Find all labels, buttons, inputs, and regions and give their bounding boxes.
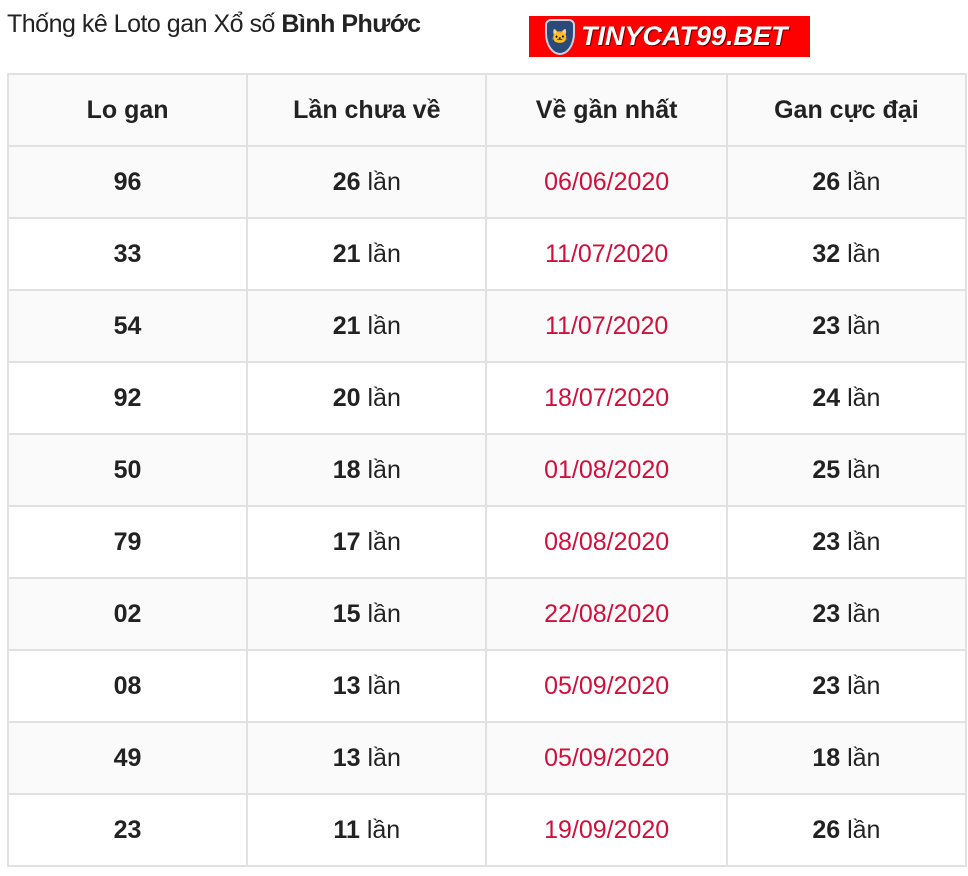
cell-ve-gan-nhat: 11/07/2020 [485, 217, 728, 291]
cell-lo: 96 [6, 145, 249, 219]
cell-ve-gan-nhat: 05/09/2020 [485, 649, 728, 723]
cell-gan-cuc-dai: 23 lần [725, 505, 968, 579]
cell-ve-gan-nhat: 22/08/2020 [485, 577, 728, 651]
table-row: 08 13 lần 05/09/2020 23 lần [6, 649, 968, 723]
table-row: 49 13 lần 05/09/2020 18 lần [6, 721, 968, 795]
cell-lo: 33 [6, 217, 249, 291]
title-province: Bình Phước [281, 10, 421, 38]
header-lo-gan: Lo gan [6, 73, 249, 147]
cell-lan-chua-ve: 11 lần [246, 793, 488, 867]
cell-lan-chua-ve: 15 lần [246, 577, 488, 651]
cell-lan-chua-ve: 13 lần [246, 649, 488, 723]
cell-lan-chua-ve: 17 lần [246, 505, 488, 579]
table-row: 23 11 lần 19/09/2020 26 lần [6, 793, 968, 867]
table-row: 02 15 lần 22/08/2020 23 lần [6, 577, 968, 651]
tinycat-logo-banner[interactable]: 🐱 TINYCAT99.BET [529, 16, 810, 57]
cell-ve-gan-nhat: 01/08/2020 [485, 433, 728, 507]
table-row: 50 18 lần 01/08/2020 25 lần [6, 433, 968, 507]
cat-shield-icon: 🐱 [545, 18, 575, 55]
cell-gan-cuc-dai: 23 lần [725, 577, 968, 651]
table-row: 79 17 lần 08/08/2020 23 lần [6, 505, 968, 579]
cell-lan-chua-ve: 18 lần [246, 433, 488, 507]
cell-ve-gan-nhat: 05/09/2020 [485, 721, 728, 795]
loto-gan-table: Lo gan Lần chưa về Về gần nhất Gan cực đ… [6, 73, 968, 867]
header-lan-chua-ve: Lần chưa về [246, 73, 488, 147]
cell-gan-cuc-dai: 23 lần [725, 289, 968, 363]
cell-lo: 02 [6, 577, 249, 651]
cell-gan-cuc-dai: 26 lần [725, 793, 968, 867]
cell-lo: 50 [6, 433, 249, 507]
cell-lan-chua-ve: 20 lần [246, 361, 488, 435]
cell-ve-gan-nhat: 19/09/2020 [485, 793, 728, 867]
cell-gan-cuc-dai: 32 lần [725, 217, 968, 291]
table-header-row: Lo gan Lần chưa về Về gần nhất Gan cực đ… [6, 73, 968, 147]
cell-ve-gan-nhat: 11/07/2020 [485, 289, 728, 363]
cell-lo: 79 [6, 505, 249, 579]
page-title: Thống kê Loto gan Xổ số Bình Phước [7, 10, 421, 39]
cell-lo: 49 [6, 721, 249, 795]
cell-lan-chua-ve: 21 lần [246, 217, 488, 291]
cell-ve-gan-nhat: 08/08/2020 [485, 505, 728, 579]
cell-ve-gan-nhat: 06/06/2020 [485, 145, 728, 219]
cell-gan-cuc-dai: 26 lần [725, 145, 968, 219]
cell-lo: 92 [6, 361, 249, 435]
logo-text: TINYCAT99.BET [581, 21, 788, 51]
table-row: 54 21 lần 11/07/2020 23 lần [6, 289, 968, 363]
cell-lo: 08 [6, 649, 249, 723]
cell-lo: 23 [6, 793, 249, 867]
cell-ve-gan-nhat: 18/07/2020 [485, 361, 728, 435]
cell-lan-chua-ve: 21 lần [246, 289, 488, 363]
cell-gan-cuc-dai: 23 lần [725, 649, 968, 723]
header-ve-gan-nhat: Về gần nhất [485, 73, 728, 147]
cell-lan-chua-ve: 26 lần [246, 145, 488, 219]
cell-gan-cuc-dai: 25 lần [725, 433, 968, 507]
cell-gan-cuc-dai: 24 lần [725, 361, 968, 435]
table-row: 96 26 lần 06/06/2020 26 lần [6, 145, 968, 219]
table-row: 92 20 lần 18/07/2020 24 lần [6, 361, 968, 435]
cell-lan-chua-ve: 13 lần [246, 721, 488, 795]
cell-lo: 54 [6, 289, 249, 363]
header-gan-cuc-dai: Gan cực đại [725, 73, 968, 147]
table-row: 33 21 lần 11/07/2020 32 lần [6, 217, 968, 291]
cell-gan-cuc-dai: 18 lần [725, 721, 968, 795]
title-prefix: Thống kê Loto gan Xổ số [7, 10, 282, 38]
